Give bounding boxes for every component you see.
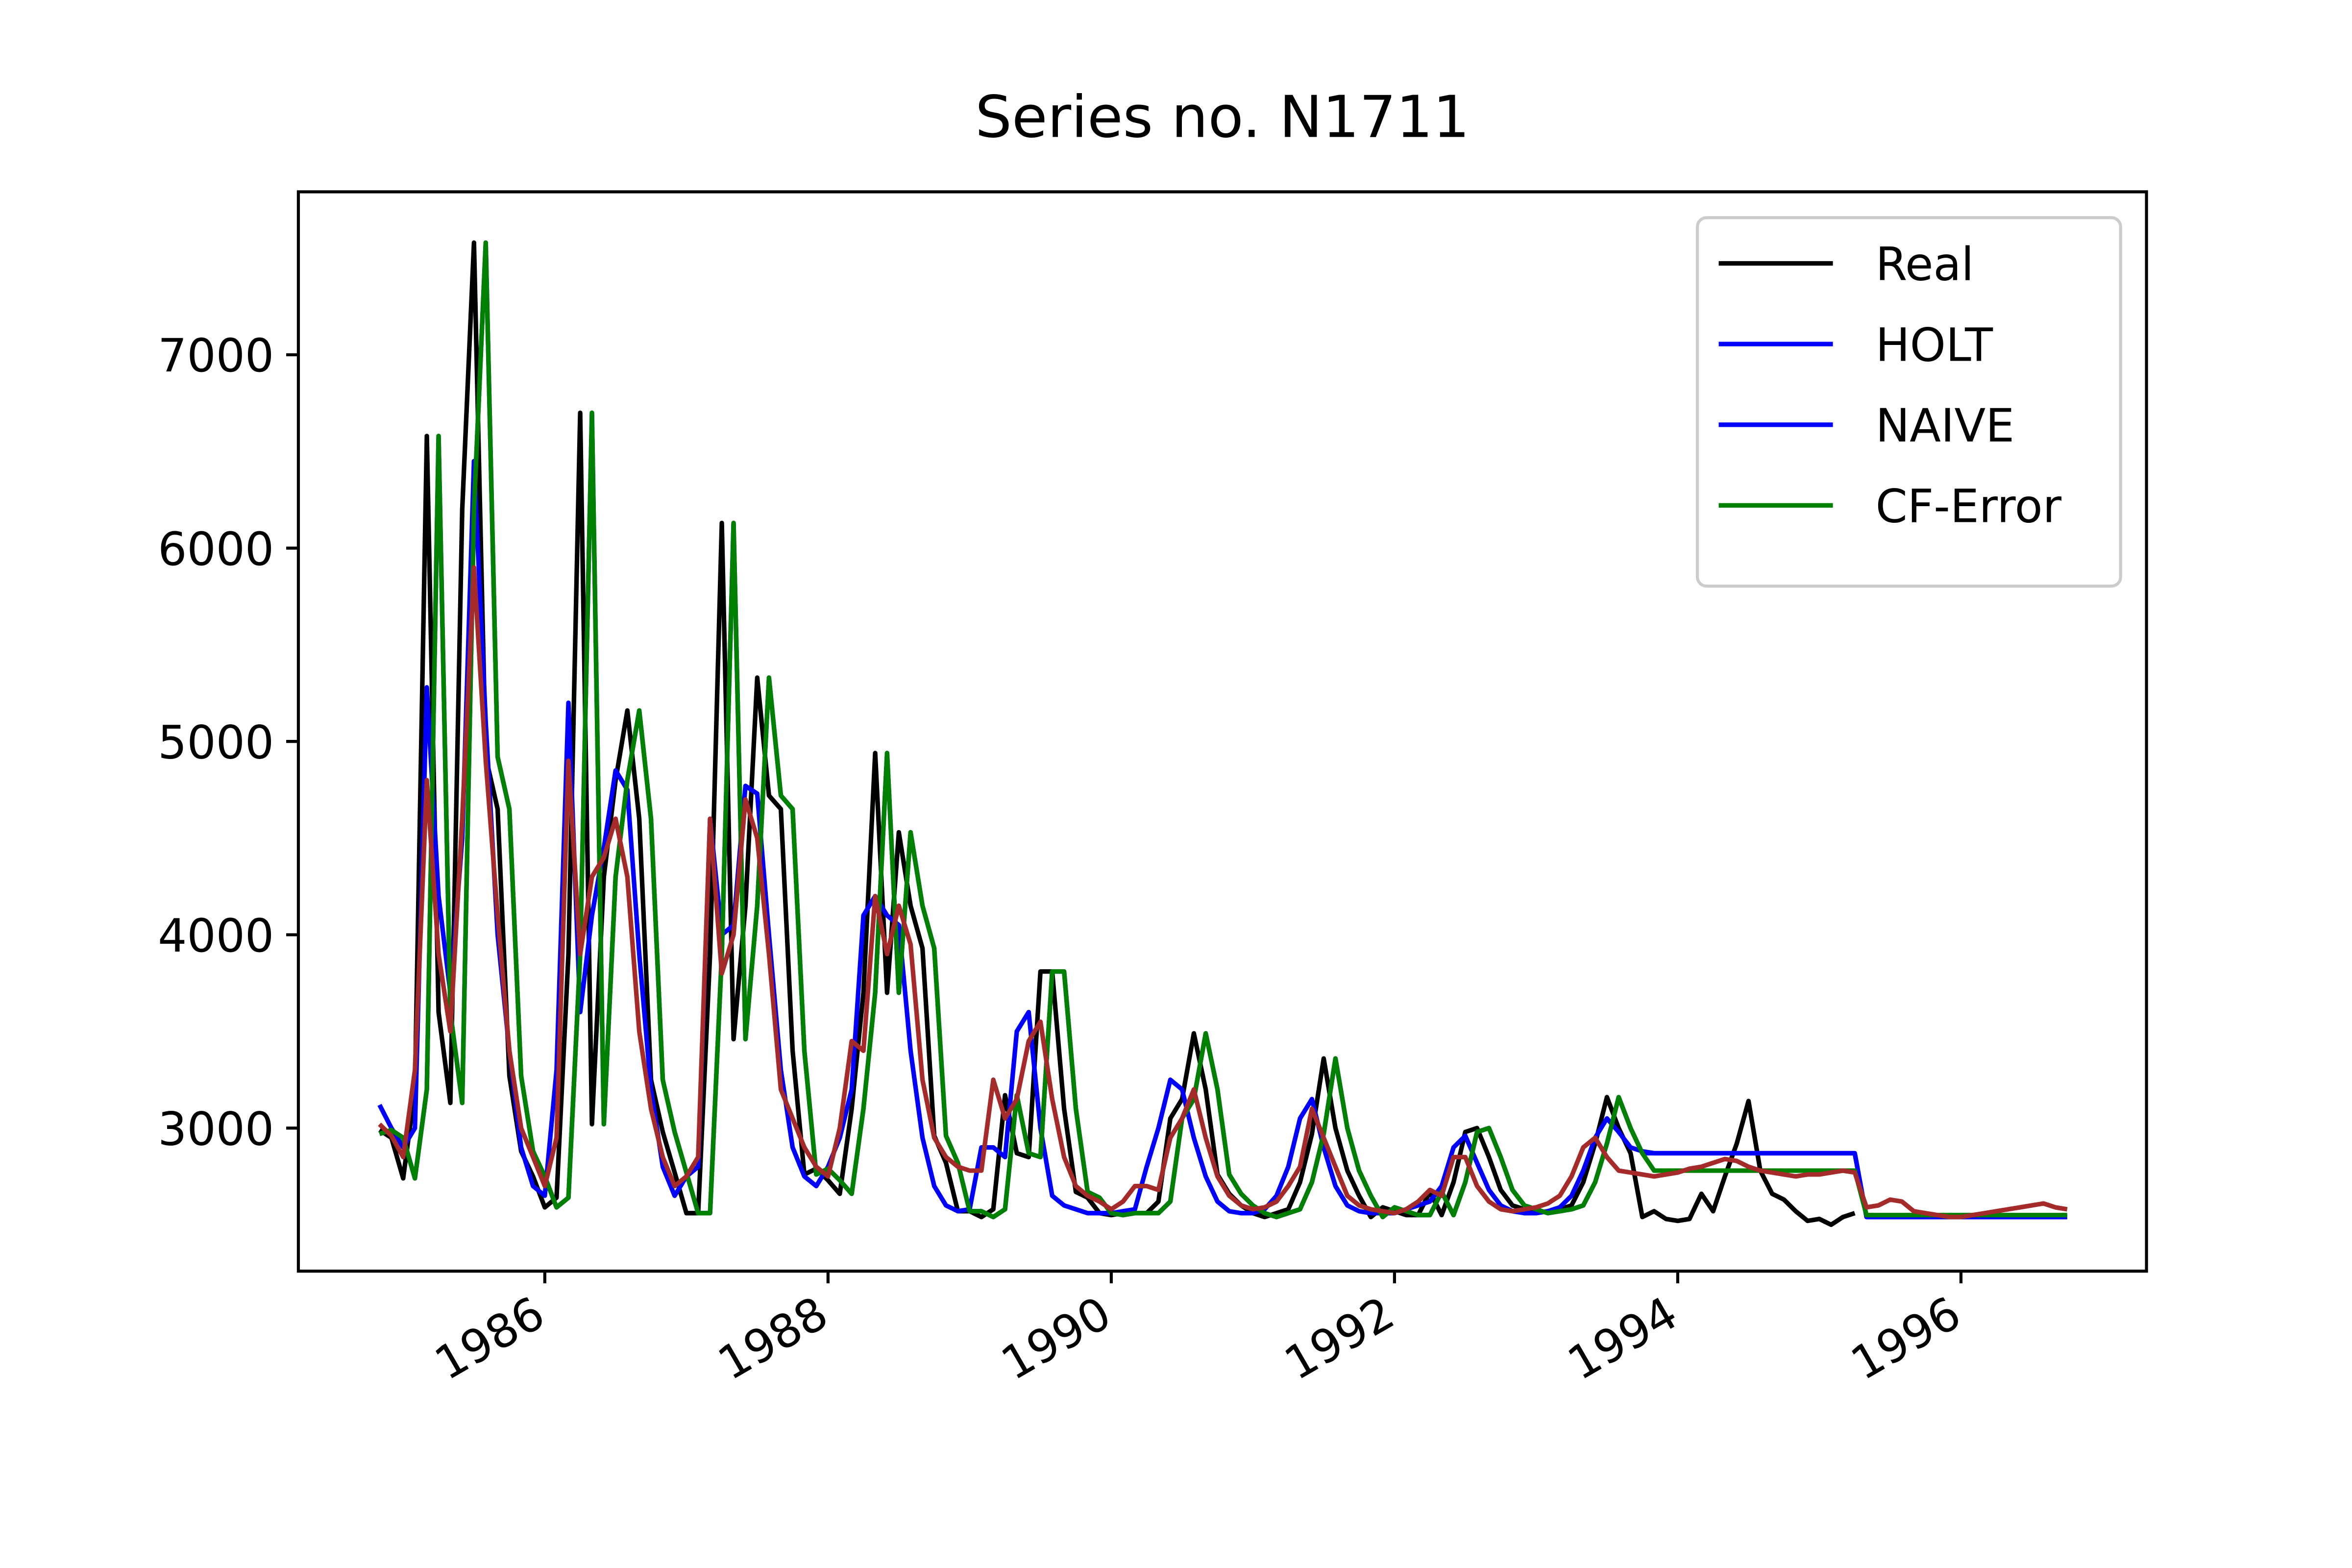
axes-frame	[296, 190, 2148, 1273]
legend-label: CF-Error	[1876, 480, 2062, 533]
legend-box	[1695, 216, 2122, 588]
y-tick-label: 5000	[158, 715, 274, 769]
y-tick-label: 6000	[158, 522, 274, 576]
series-line	[379, 240, 2067, 1220]
chart-title: Series no. N1711	[975, 83, 1470, 151]
plot-area	[377, 240, 2068, 1227]
y-tick-label: 4000	[158, 909, 274, 962]
legend-label: NAIVE	[1876, 399, 2015, 452]
y-tick-label: 3000	[158, 1102, 274, 1155]
legend-label: Real	[1876, 238, 1974, 291]
legend-label: HOLT	[1876, 318, 1994, 371]
y-tick-label: 7000	[158, 329, 274, 382]
legend: Real HOLT NAIVE CF-Error	[1695, 216, 2122, 588]
series-line	[378, 565, 2068, 1220]
